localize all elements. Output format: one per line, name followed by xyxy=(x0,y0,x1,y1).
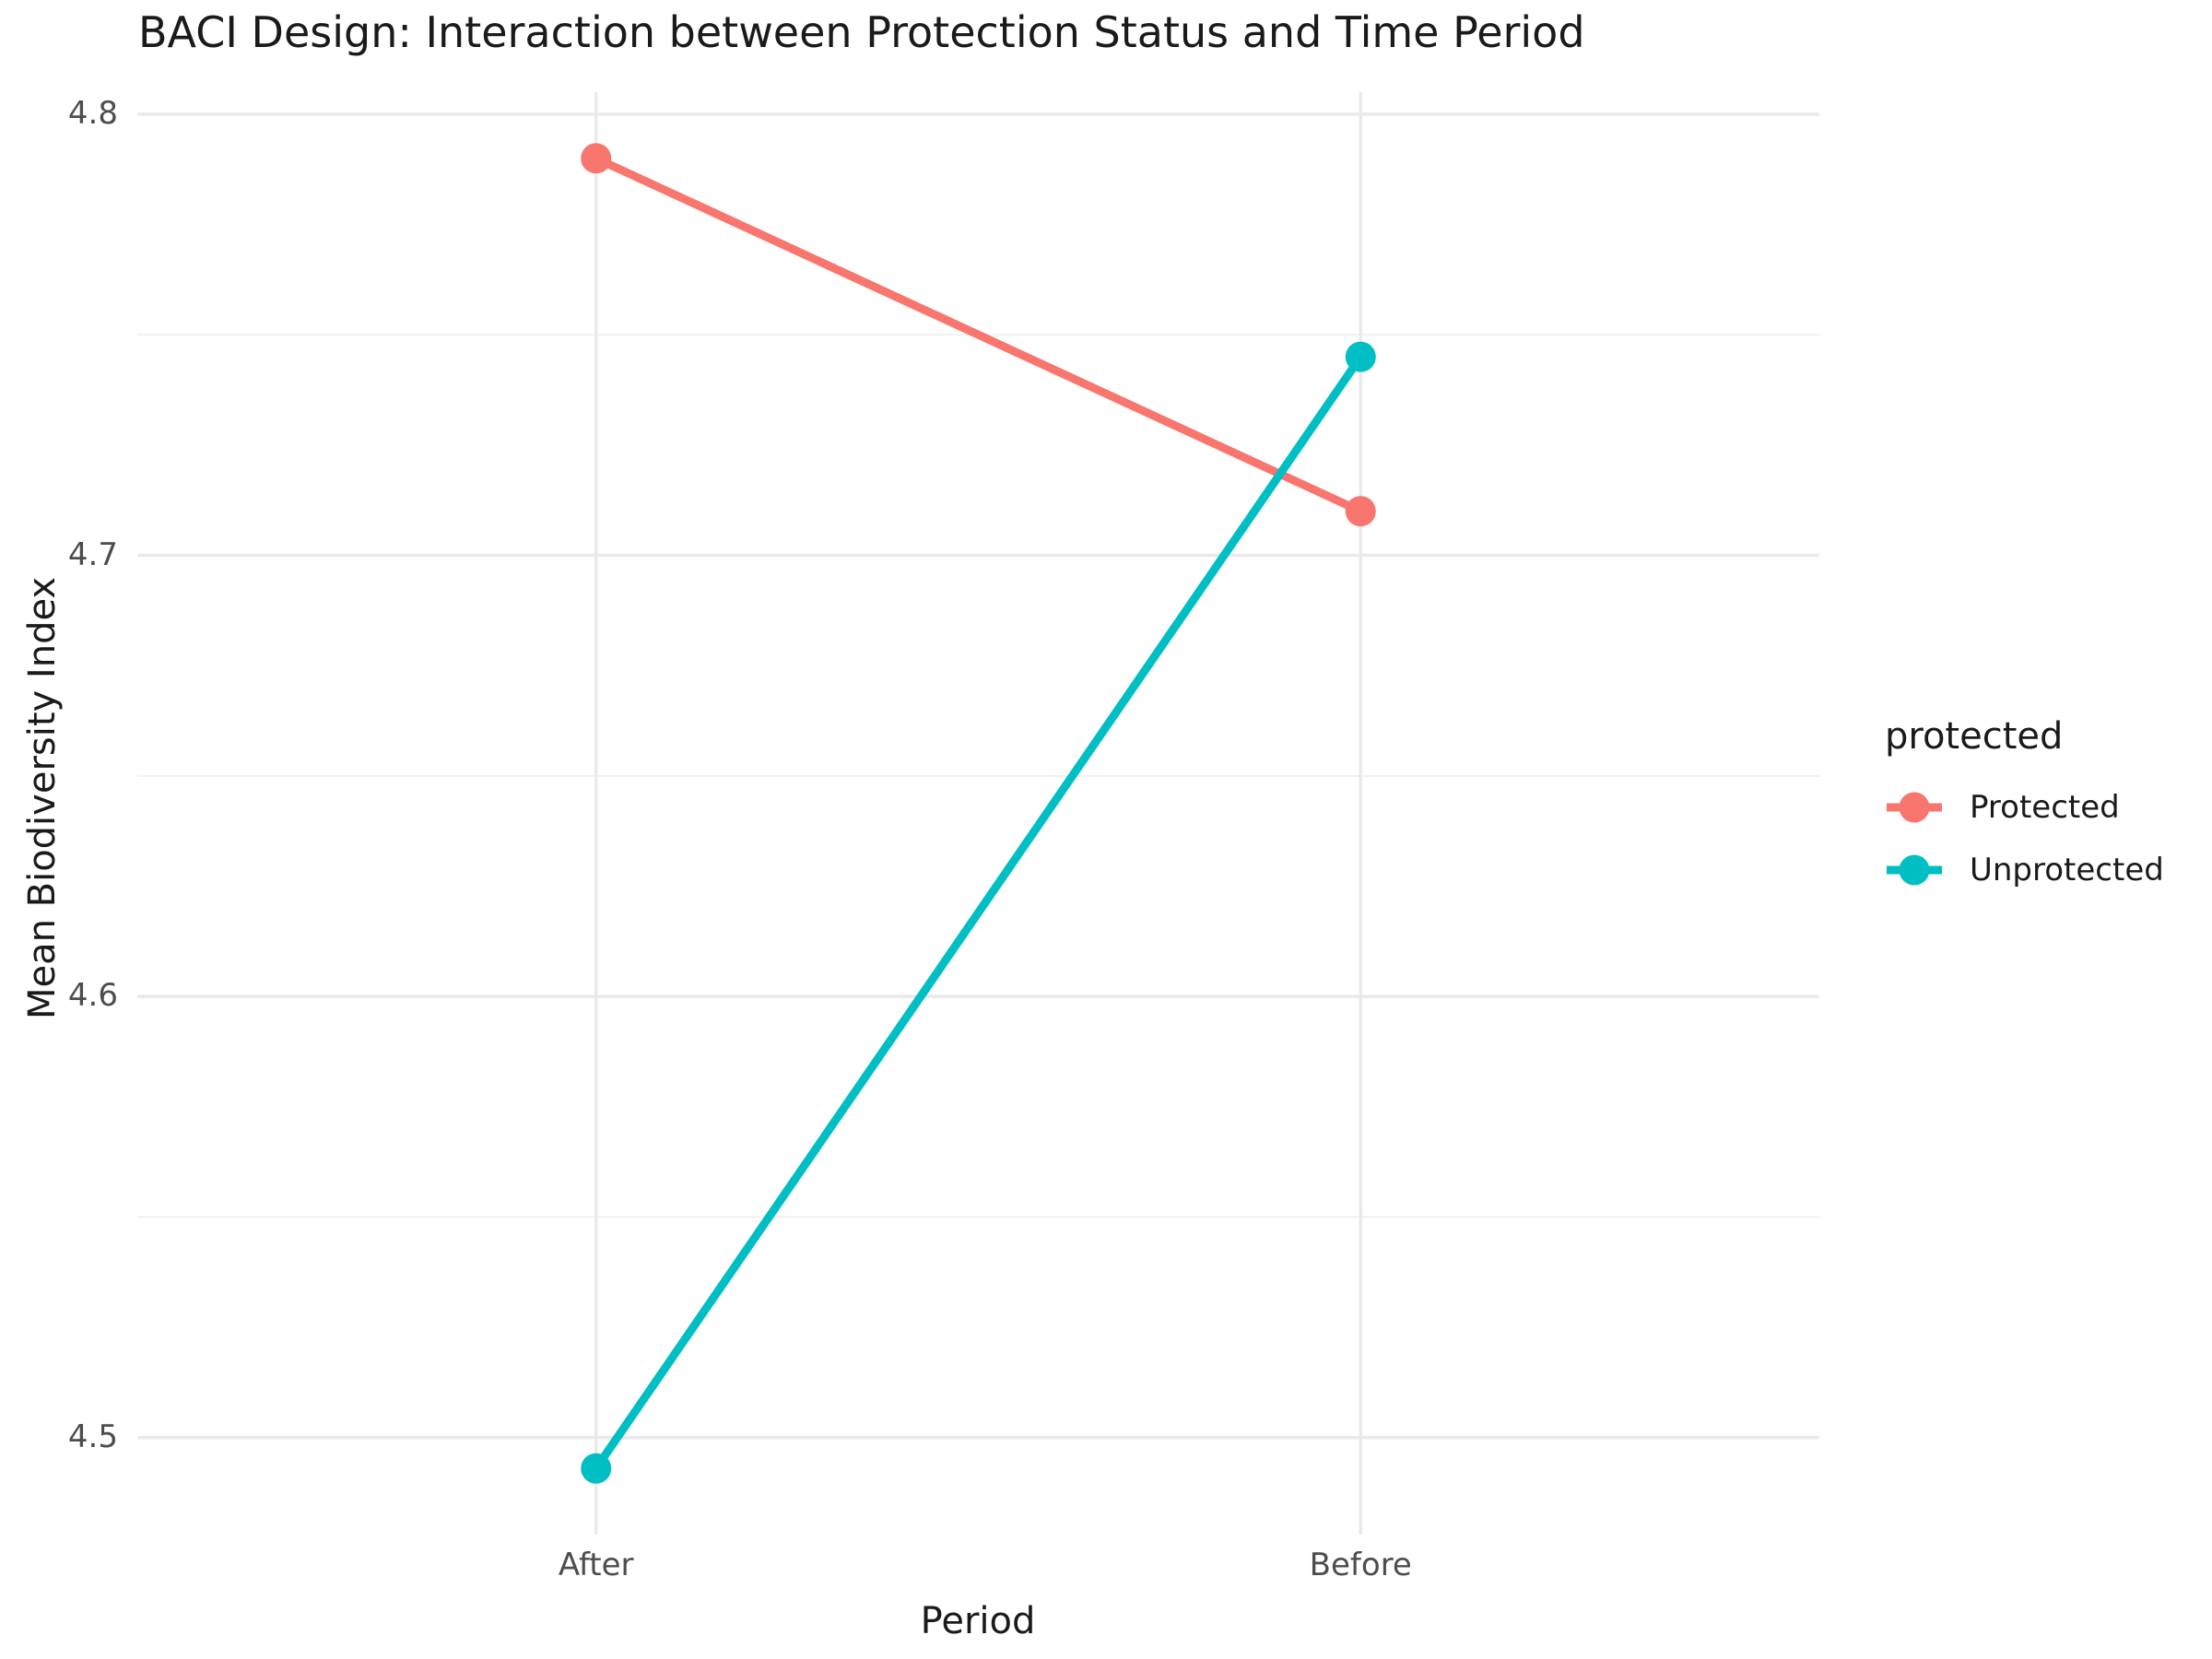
y-tick-label-4.8: 4.8 xyxy=(67,95,118,133)
point-protected-after xyxy=(581,143,612,174)
legend-item-unprotected: Unprotected xyxy=(1885,841,2164,900)
legend-item-label: Protected xyxy=(1970,789,2120,826)
legend-title: protected xyxy=(1885,715,2064,758)
x-axis-title: Period xyxy=(920,1600,1036,1642)
point-protected-before xyxy=(1345,496,1376,527)
x-tick-label-after: After xyxy=(558,1547,634,1583)
legend: protected Protected Unprotected xyxy=(1885,715,2164,900)
legend-item-label: Unprotected xyxy=(1970,852,2164,888)
legend-item-protected: Protected xyxy=(1885,778,2164,837)
y-tick-label-4.7: 4.7 xyxy=(67,535,118,573)
x-tick-label-before: Before xyxy=(1309,1547,1412,1583)
series-line-unprotected xyxy=(593,354,1364,1471)
legend-items: Protected Unprotected xyxy=(1885,778,2164,900)
series-line-protected xyxy=(594,154,1363,515)
point-unprotected-after xyxy=(581,1453,612,1484)
y-axis-title: Mean Biodiversity Index xyxy=(21,576,64,1020)
legend-key-icon xyxy=(1887,792,1942,823)
chart-title: BACI Design: Interaction between Protect… xyxy=(138,7,1585,57)
y-tick-label-4.6: 4.6 xyxy=(67,977,118,1015)
point-unprotected-before xyxy=(1345,341,1376,372)
y-tick-label-4.5: 4.5 xyxy=(67,1418,118,1455)
legend-key-icon xyxy=(1887,854,1942,886)
